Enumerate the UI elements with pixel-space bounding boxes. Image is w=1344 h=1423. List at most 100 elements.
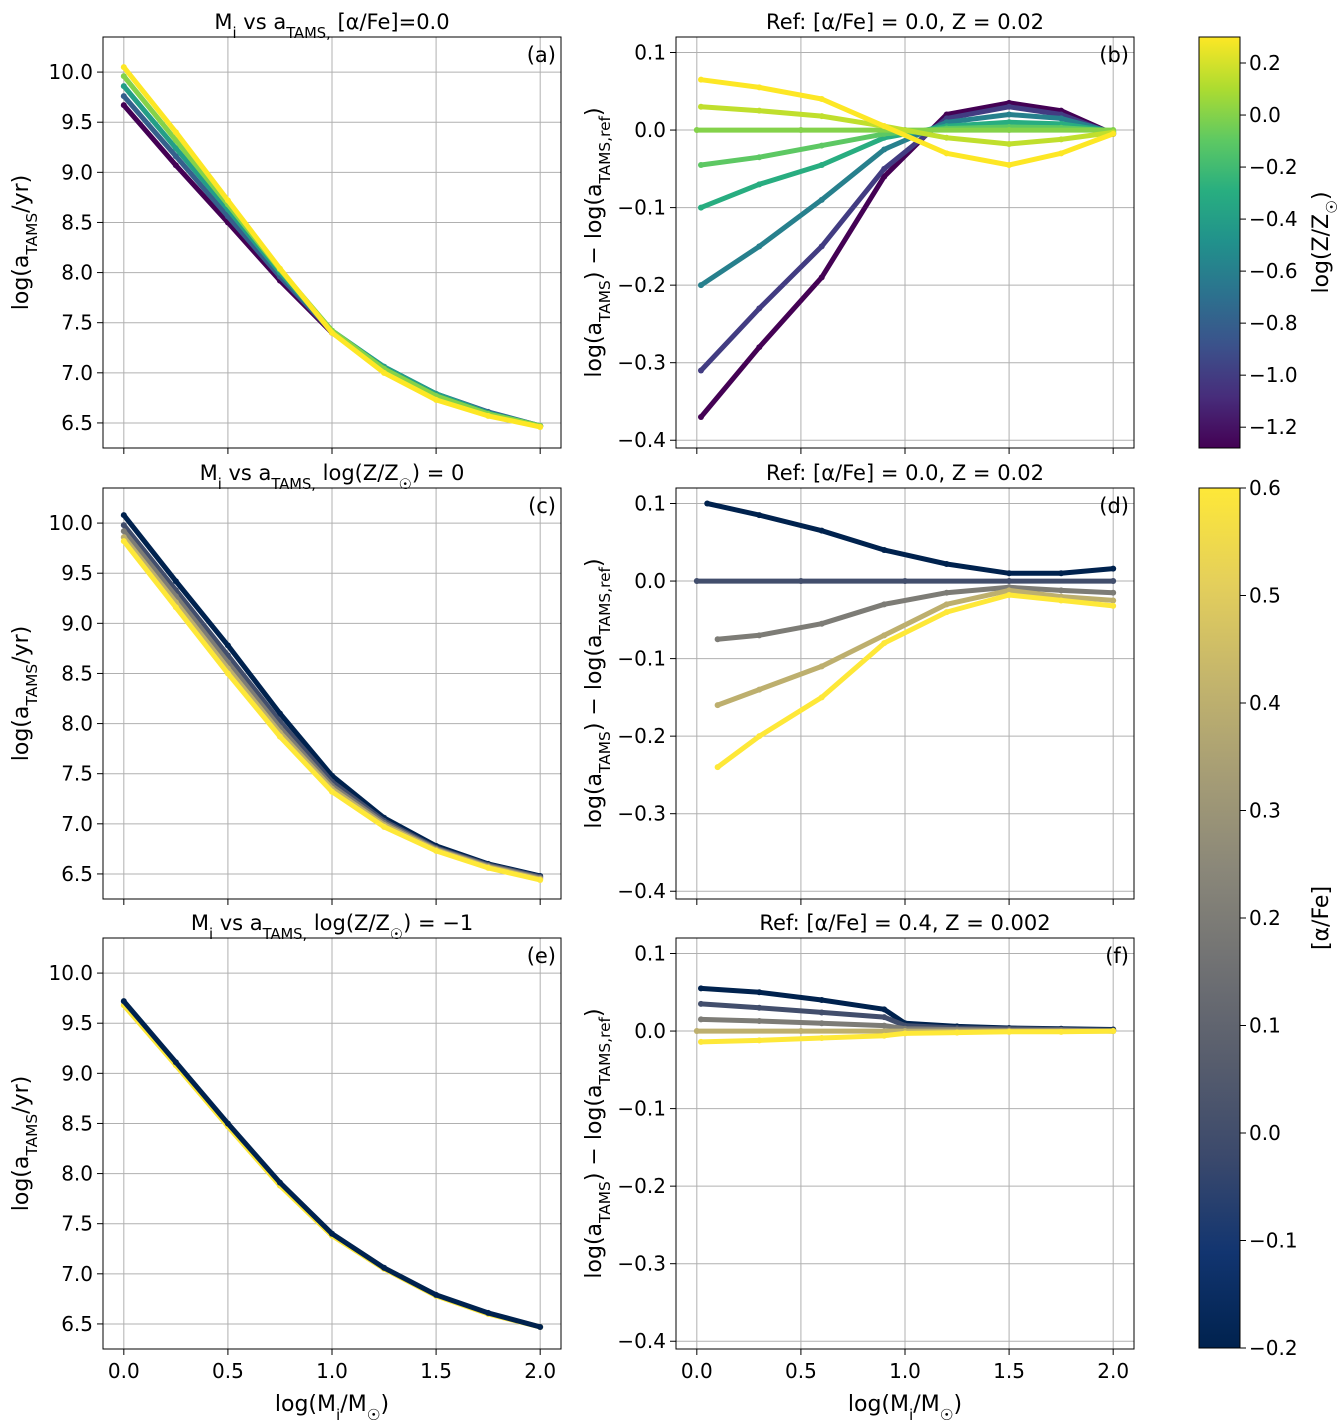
data-point xyxy=(756,84,763,91)
data-point xyxy=(1058,150,1065,157)
data-point xyxy=(818,1020,825,1027)
y-tick-label: 10.0 xyxy=(48,60,93,84)
colorbar-tick-label: −0.2 xyxy=(1249,1336,1298,1360)
y-tick-label: −0.1 xyxy=(617,1097,666,1121)
y-tick-label: 0.0 xyxy=(634,1019,666,1043)
data-point xyxy=(943,601,950,608)
colorbar-tick-label: −0.8 xyxy=(1249,311,1298,335)
data-point xyxy=(329,788,335,795)
data-point xyxy=(1110,578,1117,585)
data-point xyxy=(120,512,127,519)
data-point xyxy=(818,997,825,1004)
data-point xyxy=(697,985,704,992)
data-point xyxy=(902,1030,908,1037)
data-point xyxy=(704,500,711,507)
data-point xyxy=(797,1028,804,1035)
series-line xyxy=(704,501,1116,576)
data-point xyxy=(818,142,825,149)
y-tick-label: −0.4 xyxy=(617,1329,666,1353)
y-tick-label: 8.0 xyxy=(61,712,93,736)
data-point xyxy=(818,694,825,701)
data-point xyxy=(276,1179,283,1186)
y-tick-label: 9.5 xyxy=(61,110,93,134)
data-point xyxy=(120,83,127,90)
data-point xyxy=(329,329,335,336)
panel-b: 0.1 0.0 −0.1 −0.2 −0.3 −0.4 Ref: [α/Fe] = 0.0,… xyxy=(582,10,1135,454)
data-point xyxy=(276,733,283,740)
panel-title: Ref: [α/Fe] = 0.0, Z = 0.02 xyxy=(766,10,1044,34)
x-tick-label: 2.0 xyxy=(1097,1359,1129,1383)
data-point xyxy=(756,989,763,996)
panel-c: 10.0 9.5 9.0 8.5 8.0 7.5 7.0 6.5 Mi​ vs aTAMS,​ … xyxy=(9,461,562,905)
y-tick-label: 7.5 xyxy=(61,762,93,786)
y-tick-label: −0.3 xyxy=(617,802,666,826)
data-point xyxy=(756,154,763,161)
series-line xyxy=(698,112,1116,288)
data-point xyxy=(1058,587,1065,594)
data-point xyxy=(902,578,908,585)
data-point xyxy=(818,196,825,203)
colorbar-tick-label: −1.0 xyxy=(1249,363,1298,387)
data-point xyxy=(756,1037,763,1044)
data-point xyxy=(1006,103,1013,110)
data-point xyxy=(433,847,440,854)
panel-title: Mi​ vs aTAMS,​ log(Z/Z☉​) = 0 xyxy=(200,461,465,493)
data-layer xyxy=(693,500,1117,771)
y-tick-label: 9.0 xyxy=(61,611,93,635)
colorbar-1: 0.2 0.0 −0.2 −0.4 −0.6 −0.8 −1.0 −1.2 log(Z/Z☉​) xyxy=(1198,36,1341,449)
data-point xyxy=(943,150,950,157)
y-tick-label: 7.0 xyxy=(61,1262,93,1286)
data-point xyxy=(697,103,704,110)
data-point xyxy=(697,1000,704,1007)
series-line xyxy=(715,587,1116,708)
series-line xyxy=(698,104,1116,373)
data-point xyxy=(943,589,950,596)
x-tick-label: 1.5 xyxy=(993,1359,1025,1383)
data-point xyxy=(881,165,888,172)
y-tick-label: 7.0 xyxy=(61,361,93,385)
colorbar-gradient xyxy=(1198,487,1241,1349)
data-layer xyxy=(120,512,544,883)
series-line xyxy=(715,592,1116,770)
data-point xyxy=(120,998,127,1005)
data-point xyxy=(120,538,127,545)
data-point xyxy=(756,1004,763,1011)
y-tick-label: 8.5 xyxy=(61,1111,93,1135)
y-tick-label: 7.0 xyxy=(61,812,93,836)
data-point xyxy=(120,64,127,71)
data-point xyxy=(381,369,388,376)
data-point xyxy=(433,396,440,403)
panel-d: 0.1 0.0 −0.1 −0.2 −0.3 −0.4 Ref: [α/Fe] = 0.0,… xyxy=(582,461,1135,905)
data-point xyxy=(818,527,825,534)
data-point xyxy=(381,1264,388,1271)
y-tick-label: −0.2 xyxy=(617,724,666,748)
data-point xyxy=(943,609,950,616)
data-point xyxy=(943,134,950,141)
data-point xyxy=(697,413,704,420)
panel-label: (c) xyxy=(528,494,556,518)
x-tick-label: 0.0 xyxy=(108,1359,140,1383)
data-point xyxy=(756,243,763,250)
data-point xyxy=(756,632,763,639)
y-axis-label: log(aTAMS​) − log(aTAMS,ref​) xyxy=(582,107,614,377)
panel-label: (d) xyxy=(1099,494,1129,518)
y-tick-label: 6.5 xyxy=(61,1312,93,1336)
panel-e: 0.0 0.5 1.0 1.5 2.0 10.0 9.5 9.0 8.5 8.0 7.5 7.0 6.5… xyxy=(9,911,562,1423)
data-point xyxy=(1110,1028,1117,1035)
y-axis-label: log(aTAMS​) − log(aTAMS,ref​) xyxy=(582,558,614,828)
data-point xyxy=(697,1016,704,1023)
data-point xyxy=(120,93,127,100)
y-tick-label: −0.3 xyxy=(617,351,666,375)
colorbar-tick-label: −0.2 xyxy=(1249,155,1298,179)
data-point xyxy=(797,578,804,585)
data-point xyxy=(1058,597,1065,604)
x-tick-label: 1.0 xyxy=(316,1359,348,1383)
data-point xyxy=(1006,570,1013,577)
data-point xyxy=(818,1009,825,1016)
data-point xyxy=(172,145,179,152)
data-point xyxy=(329,1230,335,1237)
panel-title: Ref: [α/Fe] = 0.4, Z = 0.002 xyxy=(759,911,1050,935)
data-point xyxy=(1058,136,1065,143)
data-point xyxy=(276,710,283,717)
y-tick-label: 8.5 xyxy=(61,661,93,685)
